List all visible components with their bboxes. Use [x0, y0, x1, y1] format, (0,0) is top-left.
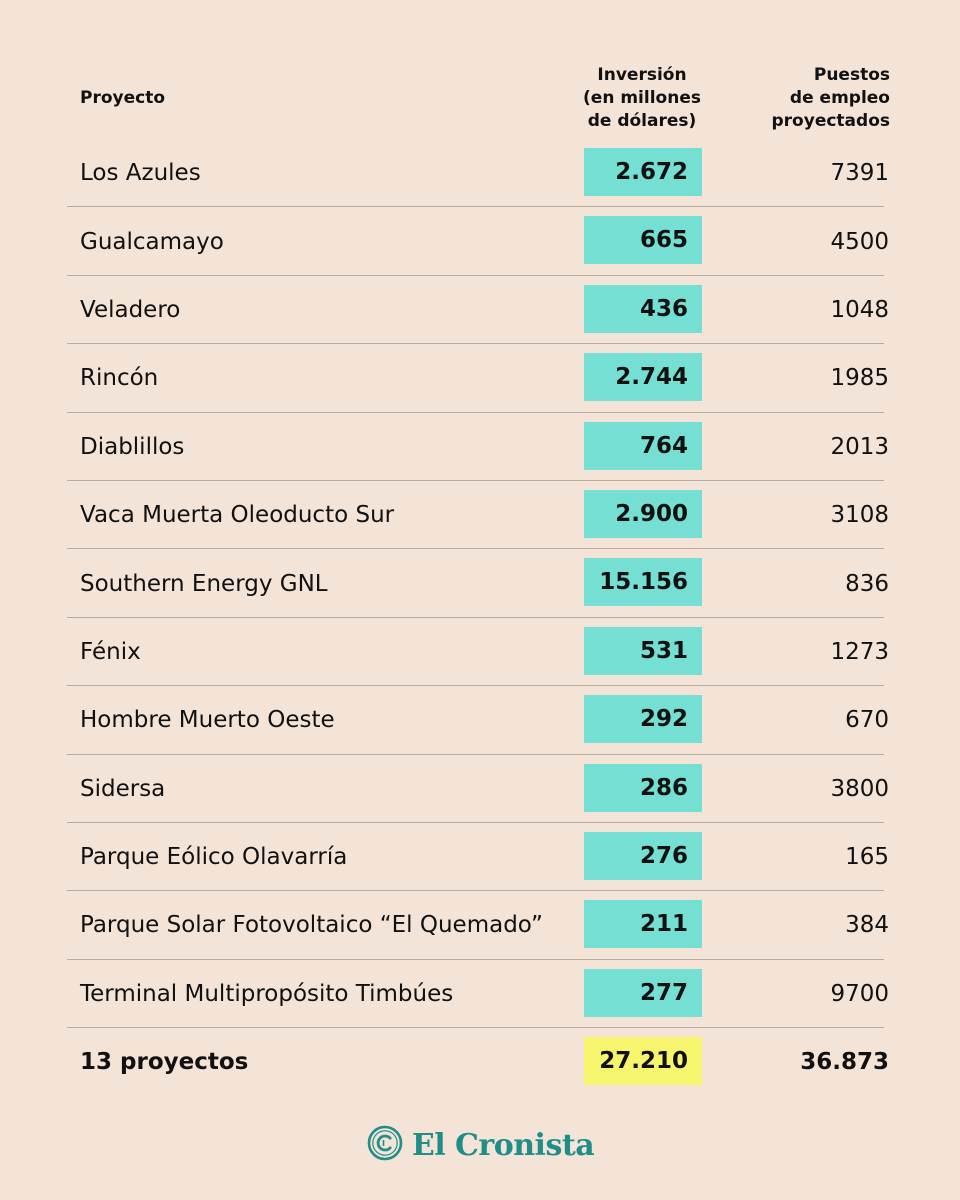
total-label: 13 proyectos: [80, 1049, 249, 1076]
header-inversion-line: (en millones: [583, 88, 701, 108]
investment-cell: 276: [584, 831, 702, 880]
header-inversion-line: Inversión: [597, 65, 687, 85]
row-divider: [67, 274, 884, 276]
project-name: Gualcamayo: [80, 228, 224, 255]
investment-cell: 436: [584, 284, 702, 333]
row-divider: [67, 411, 884, 413]
total-jobs-cell: 36.873: [800, 1049, 889, 1076]
header-puestos-line: proyectados: [771, 111, 891, 131]
investment-cell: 15.156: [584, 558, 702, 607]
investment-cell: 764: [584, 421, 702, 470]
jobs-cell: 836: [845, 570, 889, 597]
row-divider: [67, 958, 884, 960]
total-row: 13 proyectos 27.210 36.873: [0, 1028, 960, 1096]
project-name: Southern Energy GNL: [80, 570, 328, 597]
table-row: Diablillos 764 2013: [0, 413, 960, 481]
header-inversion-line: de dólares): [587, 111, 697, 131]
table-row: Los Azules 2.672 7391: [0, 139, 960, 208]
table-row: Fénix 531 1273: [0, 618, 960, 687]
project-name: Terminal Multipropósito Timbúes: [80, 980, 454, 1007]
investment-cell: 286: [584, 763, 702, 812]
row-divider: [67, 548, 884, 550]
jobs-cell: 165: [845, 844, 889, 871]
jobs-cell: 3108: [830, 502, 889, 529]
investment-cell: 2.744: [584, 353, 702, 402]
investment-cell: 665: [584, 216, 702, 265]
row-divider: [67, 685, 884, 687]
copyright-c-icon: [366, 1124, 404, 1166]
table-row: Vaca Muerta Oleoducto Sur 2.900 3108: [0, 481, 960, 550]
investment-cell: 277: [584, 968, 702, 1017]
header-puestos-line: Puestos: [813, 65, 890, 85]
project-name: Parque Eólico Olavarría: [80, 844, 348, 871]
header-inversion: Inversión (en millones de dólares): [560, 64, 724, 133]
jobs-cell: 1273: [830, 638, 889, 665]
table-body: Los Azules 2.672 7391 Gualcamayo 665 450…: [0, 139, 960, 1096]
row-divider: [67, 343, 884, 345]
jobs-cell: 4500: [830, 228, 889, 255]
investment-cell: 211: [584, 900, 702, 949]
project-name: Sidersa: [80, 775, 166, 802]
total-investment-cell: 27.210: [584, 1037, 702, 1086]
table-row: Parque Eólico Olavarría 276 165: [0, 823, 960, 892]
row-divider: [67, 1027, 884, 1029]
jobs-cell: 384: [845, 912, 889, 939]
table-row: Gualcamayo 665 4500: [0, 207, 960, 276]
jobs-cell: 2013: [830, 433, 889, 460]
jobs-cell: 9700: [830, 980, 889, 1007]
table-row: Veladero 436 1048: [0, 276, 960, 345]
table-header: Proyecto Inversión (en millones de dólar…: [0, 60, 960, 140]
table-row: Hombre Muerto Oeste 292 670: [0, 686, 960, 755]
jobs-cell: 7391: [830, 160, 889, 187]
project-name: Los Azules: [80, 160, 201, 187]
investment-cell: 2.672: [584, 148, 702, 196]
jobs-cell: 1985: [830, 365, 889, 392]
project-name: Rincón: [80, 365, 159, 392]
row-divider: [67, 890, 884, 892]
project-name: Diablillos: [80, 433, 185, 460]
investment-cell: 292: [584, 695, 702, 744]
project-name: Hombre Muerto Oeste: [80, 707, 335, 734]
header-puestos: Puestos de empleo proyectados: [730, 64, 891, 133]
el-cronista-logo: El Cronista: [0, 1124, 960, 1168]
table-row: Parque Solar Fotovoltaico “El Quemado” 2…: [0, 891, 960, 960]
investment-cell: 531: [584, 626, 702, 675]
jobs-cell: 3800: [830, 775, 889, 802]
row-divider: [67, 206, 884, 208]
table-row: Southern Energy GNL 15.156 836: [0, 549, 960, 618]
table-row: Terminal Multipropósito Timbúes 277 9700: [0, 960, 960, 1029]
row-divider: [67, 821, 884, 823]
table-row: Sidersa 286 3800: [0, 755, 960, 823]
investment-cell: 2.900: [584, 489, 702, 538]
table-row: Rincón 2.744 1985: [0, 344, 960, 413]
row-divider: [67, 479, 884, 481]
project-name: Fénix: [80, 638, 141, 665]
header-puestos-line: de empleo: [789, 88, 890, 108]
project-name: Veladero: [80, 296, 181, 323]
row-divider: [67, 616, 884, 618]
header-proyecto: Proyecto: [80, 88, 166, 108]
project-name: Vaca Muerta Oleoducto Sur: [80, 502, 395, 529]
jobs-cell: 670: [845, 707, 889, 734]
project-name: Parque Solar Fotovoltaico “El Quemado”: [80, 912, 543, 939]
jobs-cell: 1048: [830, 296, 889, 323]
row-divider: [67, 753, 884, 755]
logo-text: El Cronista: [411, 1127, 595, 1163]
